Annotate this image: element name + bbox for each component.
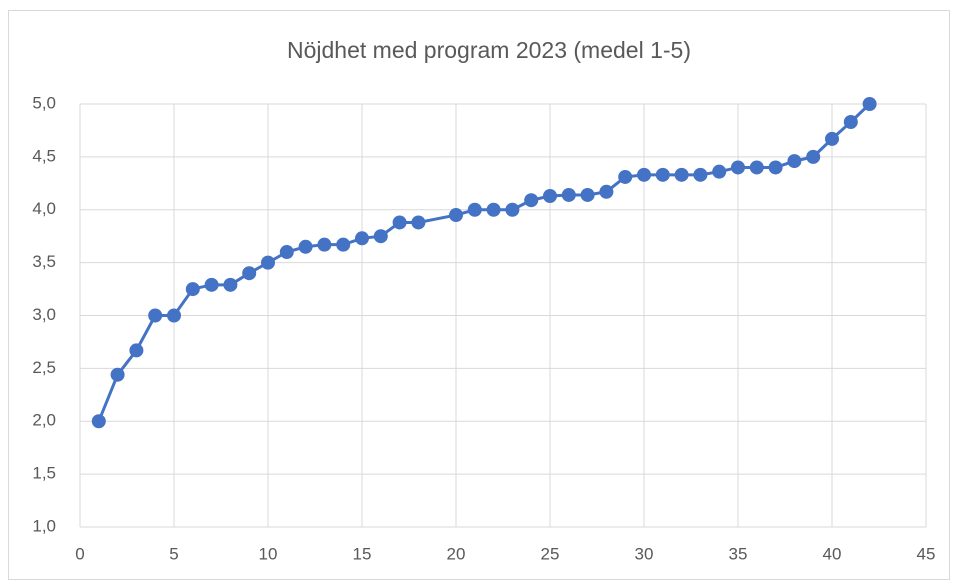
x-tick-label: 45 xyxy=(917,544,936,563)
data-point xyxy=(336,237,351,252)
y-tick-label: 4,5 xyxy=(32,146,56,165)
data-point xyxy=(862,97,877,111)
data-point xyxy=(787,154,802,169)
data-point xyxy=(618,169,633,184)
data-point xyxy=(317,237,332,252)
x-tick-label: 35 xyxy=(729,544,748,563)
data-point xyxy=(825,131,839,146)
data-point xyxy=(279,245,294,260)
data-point xyxy=(261,255,275,270)
y-tick-label: 3,5 xyxy=(32,252,56,271)
data-point xyxy=(599,184,614,199)
data-point xyxy=(712,164,727,179)
data-point xyxy=(637,167,651,182)
y-tick-label: 1,0 xyxy=(32,516,56,535)
x-tick-label: 10 xyxy=(259,544,278,563)
y-tick-label: 1,5 xyxy=(32,464,56,483)
y-tick-label: 3,0 xyxy=(32,305,56,324)
data-point xyxy=(91,414,106,429)
data-point xyxy=(806,149,821,164)
x-tick-label: 25 xyxy=(541,544,560,563)
data-point xyxy=(749,160,764,175)
data-point xyxy=(467,202,482,217)
data-point xyxy=(524,193,539,208)
chart-border xyxy=(8,10,950,580)
x-tick-label: 5 xyxy=(169,544,178,563)
data-point xyxy=(543,189,557,204)
data-point xyxy=(505,202,520,217)
data-point xyxy=(731,160,745,175)
data-point xyxy=(768,160,783,175)
data-point xyxy=(110,367,125,382)
data-point xyxy=(486,202,501,217)
data-point xyxy=(223,277,238,292)
data-point xyxy=(449,208,463,223)
data-point xyxy=(674,167,689,182)
data-point xyxy=(204,277,219,292)
data-point xyxy=(655,167,670,182)
data-point xyxy=(580,187,595,202)
y-tick-label: 2,0 xyxy=(32,411,56,430)
data-point xyxy=(185,282,200,297)
data-point xyxy=(373,229,388,244)
x-tick-label: 0 xyxy=(75,544,84,563)
chart-title: Nöjdhet med program 2023 (medel 1-5) xyxy=(287,37,691,63)
data-point xyxy=(693,167,708,182)
x-tick-label: 30 xyxy=(635,544,654,563)
x-tick-label: 40 xyxy=(823,544,842,563)
data-point xyxy=(392,215,407,230)
data-point xyxy=(148,308,163,323)
data-point xyxy=(411,215,426,230)
data-point xyxy=(843,114,858,129)
data-point xyxy=(167,308,181,323)
x-tick-label: 20 xyxy=(447,544,466,563)
x-tick-label: 15 xyxy=(353,544,372,563)
data-point xyxy=(561,187,576,202)
y-tick-label: 2,5 xyxy=(32,358,56,377)
data-point xyxy=(129,343,144,358)
y-tick-label: 4,0 xyxy=(32,199,56,218)
data-point xyxy=(242,266,257,281)
y-tick-label: 5,0 xyxy=(32,93,56,112)
data-point xyxy=(355,231,369,246)
data-point xyxy=(298,239,313,254)
